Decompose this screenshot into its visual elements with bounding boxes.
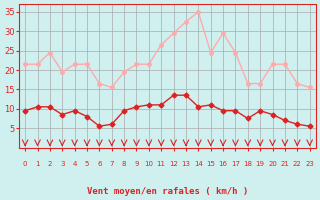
X-axis label: Vent moyen/en rafales ( km/h ): Vent moyen/en rafales ( km/h ) <box>87 187 248 196</box>
